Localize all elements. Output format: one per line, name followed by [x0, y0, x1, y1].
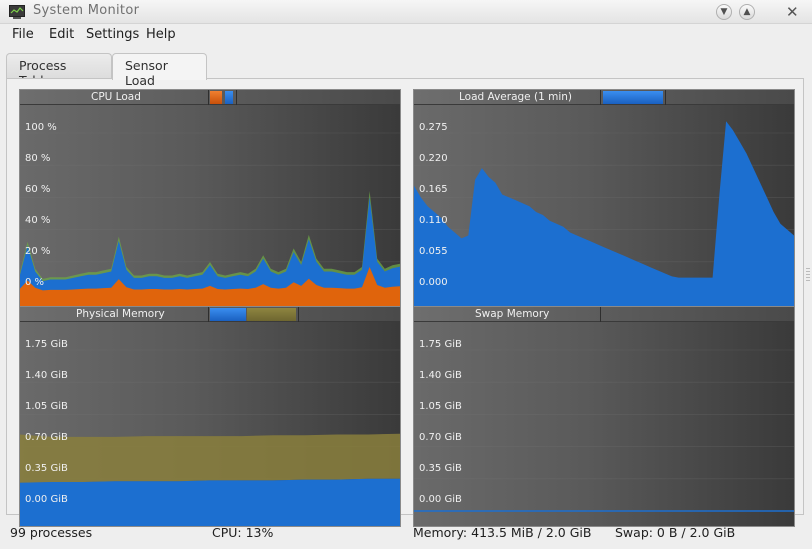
load-average-plot: Load Average (1 min) 0.275 0.220 0.165 0… — [413, 89, 795, 310]
y-tick-label: 1.75 GiB — [25, 339, 68, 350]
system-monitor-icon — [9, 5, 25, 19]
y-tick-label: 60 % — [25, 184, 51, 195]
plot-header: CPU Load — [20, 90, 400, 105]
y-tick-label: 1.05 GiB — [419, 401, 462, 412]
y-tick-label: 0.000 — [419, 277, 448, 288]
y-tick-label: 0.275 — [419, 122, 448, 133]
maximize-button[interactable]: ▲ — [739, 4, 755, 20]
legend-swatch-blue — [210, 308, 246, 321]
swap-memory-chart — [414, 349, 794, 512]
y-tick-label: 0.35 GiB — [419, 463, 462, 474]
plot-title: CPU Load — [91, 91, 141, 103]
menu-help[interactable]: Help — [146, 27, 176, 42]
y-tick-label: 0.165 — [419, 184, 448, 195]
physical-memory-plot: Physical Memory 1.75 GiB 1.40 GiB 1.05 G… — [19, 306, 401, 527]
cpu-series-orange — [20, 267, 400, 309]
plot-title: Physical Memory — [76, 308, 165, 320]
minimize-button[interactable]: ▼ — [716, 4, 732, 20]
load-series — [414, 121, 794, 309]
plot-header: Swap Memory — [414, 307, 794, 322]
physical-memory-chart — [20, 349, 400, 526]
y-tick-label: 0.00 GiB — [25, 494, 68, 505]
tab-label: Sensor Load — [125, 58, 168, 88]
plot-header: Physical Memory — [20, 307, 400, 322]
legend-swatch-orange — [210, 91, 222, 104]
swap-memory-plot: Swap Memory 1.75 GiB 1.40 GiB 1.05 GiB 0… — [413, 306, 795, 527]
window-title: System Monitor — [33, 3, 140, 18]
y-tick-label: 40 % — [25, 215, 51, 226]
y-tick-label: 0.220 — [419, 153, 448, 164]
status-cpu: CPU: 13% — [212, 525, 274, 540]
tab-process-table[interactable]: Process Table — [6, 53, 112, 88]
tab-sensor-load[interactable]: Sensor Load — [112, 53, 207, 88]
legend-swatch-blue — [603, 91, 663, 104]
close-button[interactable]: ✕ — [786, 3, 799, 21]
y-tick-label: 80 % — [25, 153, 51, 164]
sensor-load-panel: CPU Load 100 % 80 % 60 % 40 % 20 % 0 % L… — [6, 78, 804, 527]
status-bar: 99 processes CPU: 13% Memory: 413.5 MiB … — [0, 520, 812, 549]
y-tick-label: 1.40 GiB — [419, 370, 462, 381]
y-tick-label: 0.00 GiB — [419, 494, 462, 505]
menu-edit[interactable]: Edit — [49, 27, 75, 42]
plot-title: Load Average (1 min) — [459, 91, 572, 103]
y-tick-label: 1.40 GiB — [25, 370, 68, 381]
status-memory: Memory: 413.5 MiB / 2.0 GiB — [413, 525, 592, 540]
y-tick-label: 0.35 GiB — [25, 463, 68, 474]
close-icon: ✕ — [786, 3, 799, 21]
y-tick-label: 0.70 GiB — [25, 432, 68, 443]
menu-file[interactable]: File — [12, 27, 34, 42]
resize-grip[interactable] — [806, 268, 810, 282]
plot-title: Swap Memory — [475, 308, 550, 320]
y-tick-label: 0.055 — [419, 246, 448, 257]
y-tick-label: 1.05 GiB — [25, 401, 68, 412]
memory-cache-series — [20, 433, 400, 483]
y-tick-label: 0.110 — [419, 215, 448, 226]
menu-bar: File Edit Settings Help — [0, 24, 812, 46]
y-tick-label: 0.70 GiB — [419, 432, 462, 443]
title-bar: System Monitor ▼ ▲ ✕ — [0, 0, 812, 24]
status-processes: 99 processes — [10, 525, 93, 540]
memory-used-series — [20, 478, 400, 526]
status-swap: Swap: 0 B / 2.0 GiB — [615, 525, 736, 540]
load-average-chart — [414, 121, 794, 309]
plot-header: Load Average (1 min) — [414, 90, 794, 105]
y-tick-label: 20 % — [25, 246, 51, 257]
legend-swatch-blue — [225, 91, 233, 104]
cpu-chart — [20, 132, 400, 309]
y-tick-label: 100 % — [25, 122, 57, 133]
chevron-up-icon: ▲ — [743, 7, 751, 17]
y-tick-label: 0 % — [25, 277, 45, 288]
menu-settings[interactable]: Settings — [86, 27, 140, 42]
cpu-series-blue — [20, 197, 400, 309]
y-tick-label: 1.75 GiB — [419, 339, 462, 350]
legend-swatch-olive — [247, 308, 296, 321]
cpu-load-plot: CPU Load 100 % 80 % 60 % 40 % 20 % 0 % — [19, 89, 401, 310]
chevron-down-icon: ▼ — [720, 7, 728, 17]
